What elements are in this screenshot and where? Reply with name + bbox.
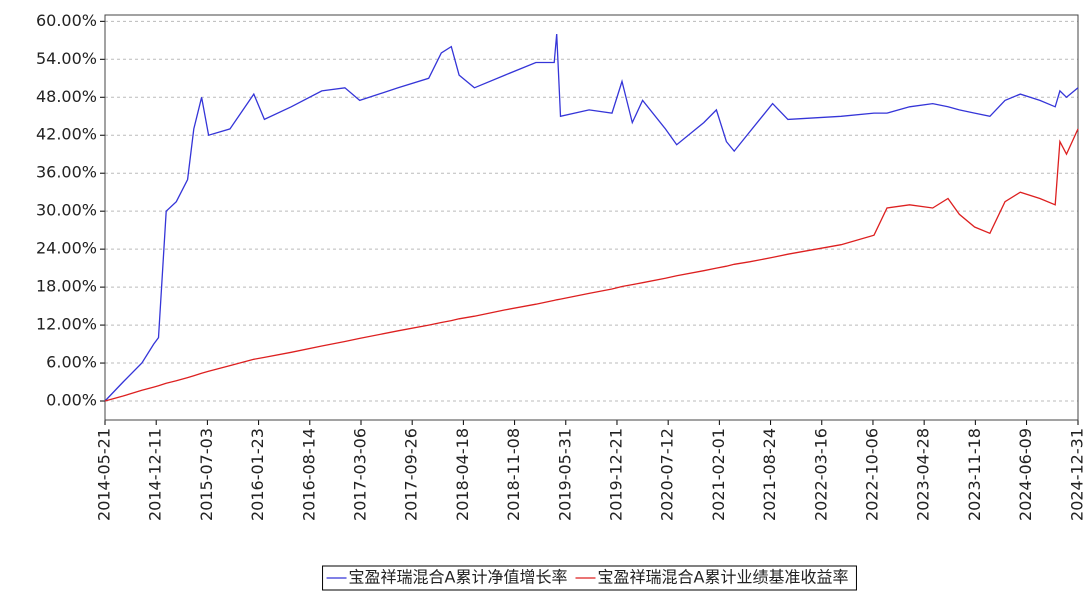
x-tick-label: 2020-07-12 xyxy=(658,428,677,521)
y-tick-label: 42.00% xyxy=(36,125,97,144)
x-tick-label: 2018-04-18 xyxy=(453,428,472,521)
x-tick-label: 2021-02-01 xyxy=(709,428,728,521)
y-tick-label: 60.00% xyxy=(36,11,97,30)
x-tick-label: 2019-05-31 xyxy=(555,428,574,521)
y-tick-label: 30.00% xyxy=(36,201,97,220)
x-tick-label: 2015-07-03 xyxy=(197,428,216,521)
y-tick-label: 36.00% xyxy=(36,163,97,182)
y-tick-label: 12.00% xyxy=(36,315,97,334)
x-tick-label: 2018-11-08 xyxy=(504,428,523,521)
legend: 宝盈祥瑞混合A累计净值增长率 宝盈祥瑞混合A累计业绩基准收益率 xyxy=(322,565,857,591)
x-tick-label: 2019-12-21 xyxy=(606,428,625,521)
x-tick-label: 2021-08-24 xyxy=(760,428,779,521)
x-tick-label: 2017-03-06 xyxy=(350,428,369,521)
y-tick-label: 0.00% xyxy=(46,391,97,410)
y-tick-label: 48.00% xyxy=(36,87,97,106)
x-tick-label: 2014-12-11 xyxy=(146,428,165,521)
plot-frame xyxy=(104,14,1079,421)
x-tick-label: 2014-05-21 xyxy=(95,428,114,521)
y-tick-label: 54.00% xyxy=(36,49,97,68)
x-tick-label: 2016-01-23 xyxy=(248,428,267,521)
x-tick-label: 2023-04-28 xyxy=(914,428,933,521)
series-line xyxy=(104,33,1079,402)
legend-label: 宝盈祥瑞混合A累计业绩基准收益率 xyxy=(598,568,849,587)
x-tick-label: 2017-09-26 xyxy=(402,428,421,521)
x-tick-label: 2016-08-14 xyxy=(299,428,318,521)
x-tick-label: 2023-11-18 xyxy=(965,428,984,521)
x-tick-label: 2022-10-06 xyxy=(862,428,881,521)
y-tick-label: 24.00% xyxy=(36,239,97,258)
legend-label: 宝盈祥瑞混合A累计净值增长率 xyxy=(349,568,568,587)
series-line xyxy=(104,128,1079,402)
x-tick-label: 2024-06-09 xyxy=(1016,428,1035,521)
x-tick-label: 2022-03-16 xyxy=(811,428,830,521)
y-tick-label: 6.00% xyxy=(46,353,97,372)
x-tick-label: 2024-12-31 xyxy=(1068,428,1087,521)
y-tick-label: 18.00% xyxy=(36,277,97,296)
